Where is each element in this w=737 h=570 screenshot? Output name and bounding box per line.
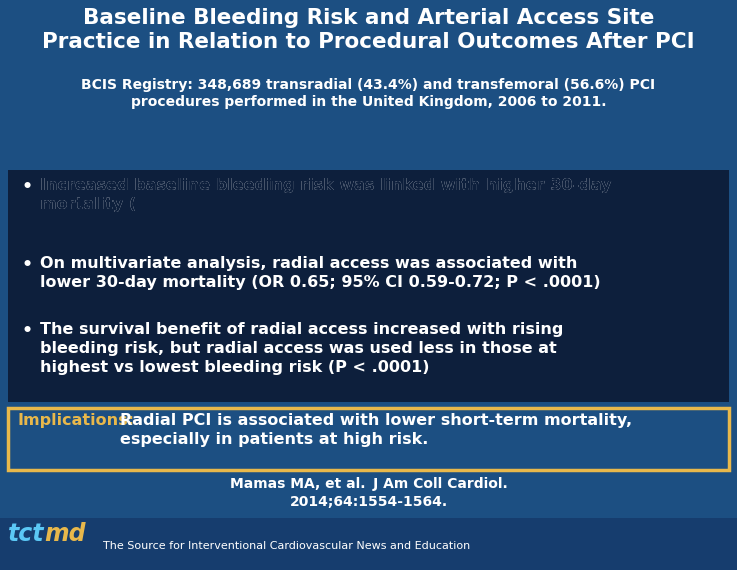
Text: BCIS Registry: 348,689 transradial (43.4%) and transfemoral (56.6%) PCI
procedur: BCIS Registry: 348,689 transradial (43.4…	[81, 78, 656, 109]
Text: md: md	[44, 522, 85, 546]
Bar	[0, 518, 737, 570]
Text: Baseline Bleeding Risk and Arterial Access Site
Practice in Relation to Procedur: Baseline Bleeding Risk and Arterial Acce…	[42, 8, 695, 52]
Text: Implications:: Implications:	[18, 413, 135, 428]
Text: The Source for Interventional Cardiovascular News and Education: The Source for Interventional Cardiovasc…	[103, 541, 470, 551]
Text: Increased baseline bleeding risk was linked with higher 30-day
mortality (: Increased baseline bleeding risk was lin…	[40, 178, 612, 212]
Text: On multivariate analysis, radial access was associated with
lower 30-day mortali: On multivariate analysis, radial access …	[40, 256, 601, 290]
Text: •: •	[22, 256, 33, 274]
Bar	[8, 408, 729, 470]
Bar	[8, 170, 729, 402]
Text: Mamas MA, et al.  J Am Coll Cardiol.
2014;64:1554-1564.: Mamas MA, et al. J Am Coll Cardiol. 2014…	[230, 477, 507, 510]
Text: Increased baseline bleeding risk was linked with higher 30-day
mortality (: Increased baseline bleeding risk was lin…	[40, 178, 612, 212]
Text: Radial PCI is associated with lower short-term mortality,
especially in patients: Radial PCI is associated with lower shor…	[120, 413, 632, 447]
Text: The survival benefit of radial access increased with rising
bleeding risk, but r: The survival benefit of radial access in…	[40, 322, 563, 376]
Text: •: •	[22, 178, 33, 196]
Text: tct: tct	[8, 522, 44, 546]
Text: •: •	[22, 322, 33, 340]
